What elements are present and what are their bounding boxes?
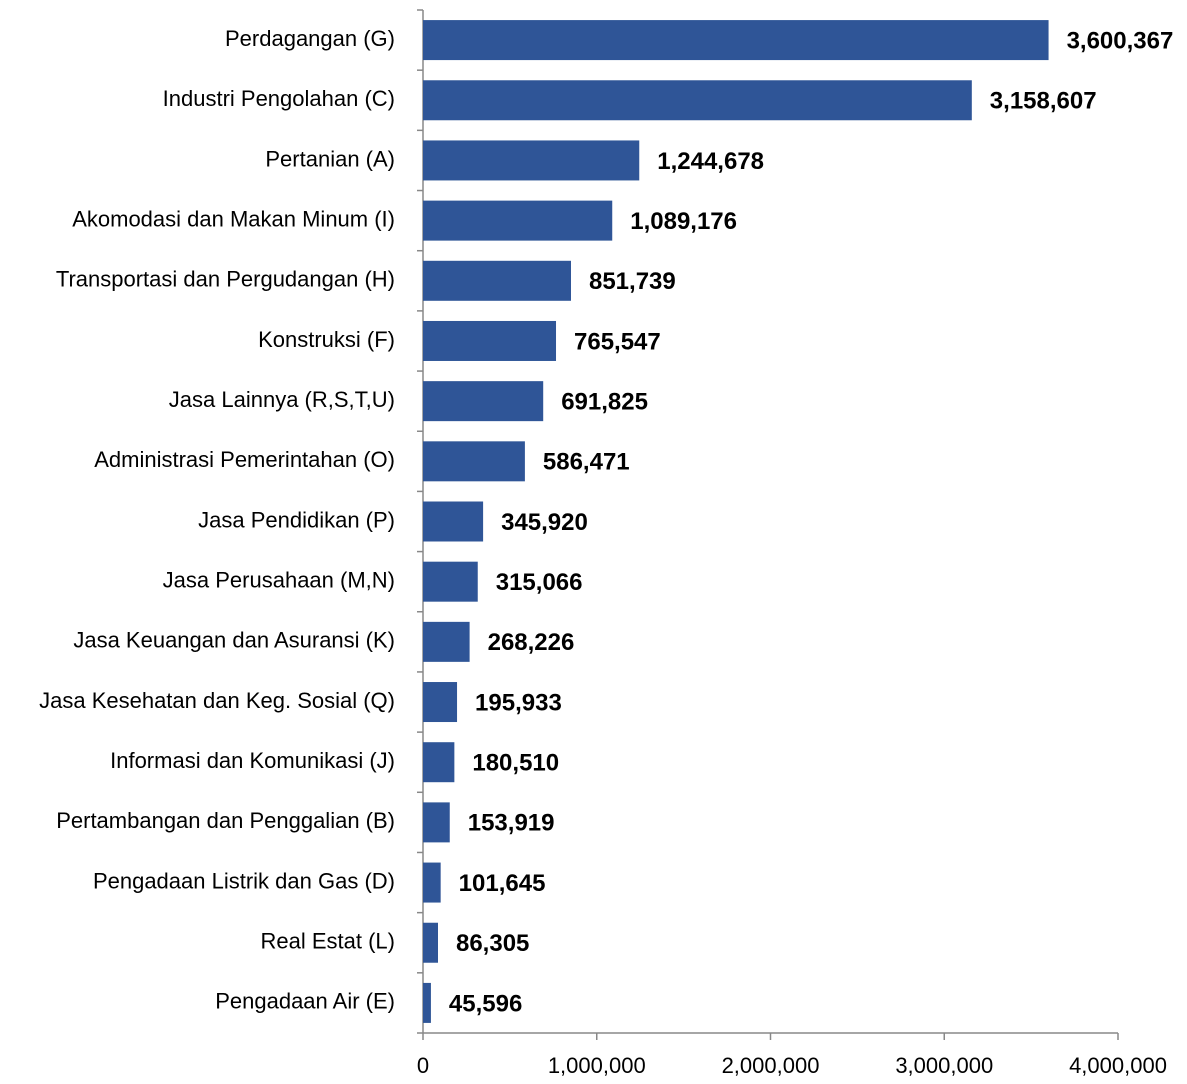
x-tick-label: 0 [417, 1053, 429, 1078]
value-label: 315,066 [496, 569, 583, 596]
bar [423, 441, 525, 482]
value-label: 765,547 [574, 328, 661, 355]
bar [423, 802, 450, 843]
value-label: 3,158,607 [990, 88, 1097, 115]
y-tick-label: Pertanian (A) [265, 146, 395, 171]
value-label: 195,933 [475, 689, 562, 716]
value-label: 180,510 [472, 750, 559, 777]
y-tick-label: Transportasi dan Pergudangan (H) [56, 267, 395, 292]
y-tick-label: Pengadaan Air (E) [215, 989, 395, 1014]
bar [423, 561, 478, 602]
bar [423, 922, 438, 963]
value-label: 691,825 [561, 388, 648, 415]
y-tick-label: Jasa Perusahaan (M,N) [163, 567, 395, 592]
x-tick-label: 3,000,000 [895, 1053, 993, 1078]
bar [423, 621, 470, 662]
value-label: 268,226 [488, 629, 575, 656]
bar [423, 501, 484, 542]
y-tick-label: Pertambangan dan Penggalian (B) [56, 808, 395, 833]
value-label: 851,739 [589, 268, 676, 295]
value-label: 101,645 [459, 870, 546, 897]
bar [423, 260, 571, 301]
y-tick-label: Administrasi Pemerintahan (O) [94, 447, 395, 472]
y-tick-label: Jasa Pendidikan (P) [198, 507, 395, 532]
bar [423, 682, 458, 723]
y-tick-label: Informasi dan Komunikasi (J) [110, 748, 395, 773]
x-tick-label: 4,000,000 [1069, 1053, 1167, 1078]
value-label: 153,919 [468, 810, 555, 837]
bar [423, 982, 431, 1023]
value-label: 45,596 [449, 990, 522, 1017]
bar [423, 80, 972, 121]
y-tick-label: Real Estat (L) [261, 929, 396, 954]
value-label: 3,600,367 [1067, 27, 1174, 54]
bar [423, 862, 441, 903]
bar [423, 381, 544, 422]
x-tick-label: 2,000,000 [722, 1053, 820, 1078]
bar [423, 140, 640, 181]
bar [423, 320, 557, 361]
bar [423, 200, 613, 241]
value-label: 1,089,176 [630, 208, 737, 235]
y-tick-label: Perdagangan (G) [225, 26, 395, 51]
value-label: 345,920 [501, 509, 588, 536]
y-tick-label: Jasa Lainnya (R,S,T,U) [169, 387, 395, 412]
bar [423, 20, 1049, 61]
value-label: 86,305 [456, 930, 529, 957]
y-tick-label: Akomodasi dan Makan Minum (I) [72, 206, 395, 231]
y-tick-label: Jasa Kesehatan dan Keg. Sosial (Q) [39, 688, 395, 713]
bar [423, 742, 455, 783]
x-tick-label: 1,000,000 [548, 1053, 646, 1078]
y-tick-label: Industri Pengolahan (C) [163, 86, 395, 111]
y-tick-label: Konstruksi (F) [258, 327, 395, 352]
value-label: 1,244,678 [657, 148, 764, 175]
value-label: 586,471 [543, 449, 630, 476]
y-tick-label: Pengadaan Listrik dan Gas (D) [93, 868, 395, 893]
y-tick-label: Jasa Keuangan dan Asuransi (K) [73, 628, 395, 653]
